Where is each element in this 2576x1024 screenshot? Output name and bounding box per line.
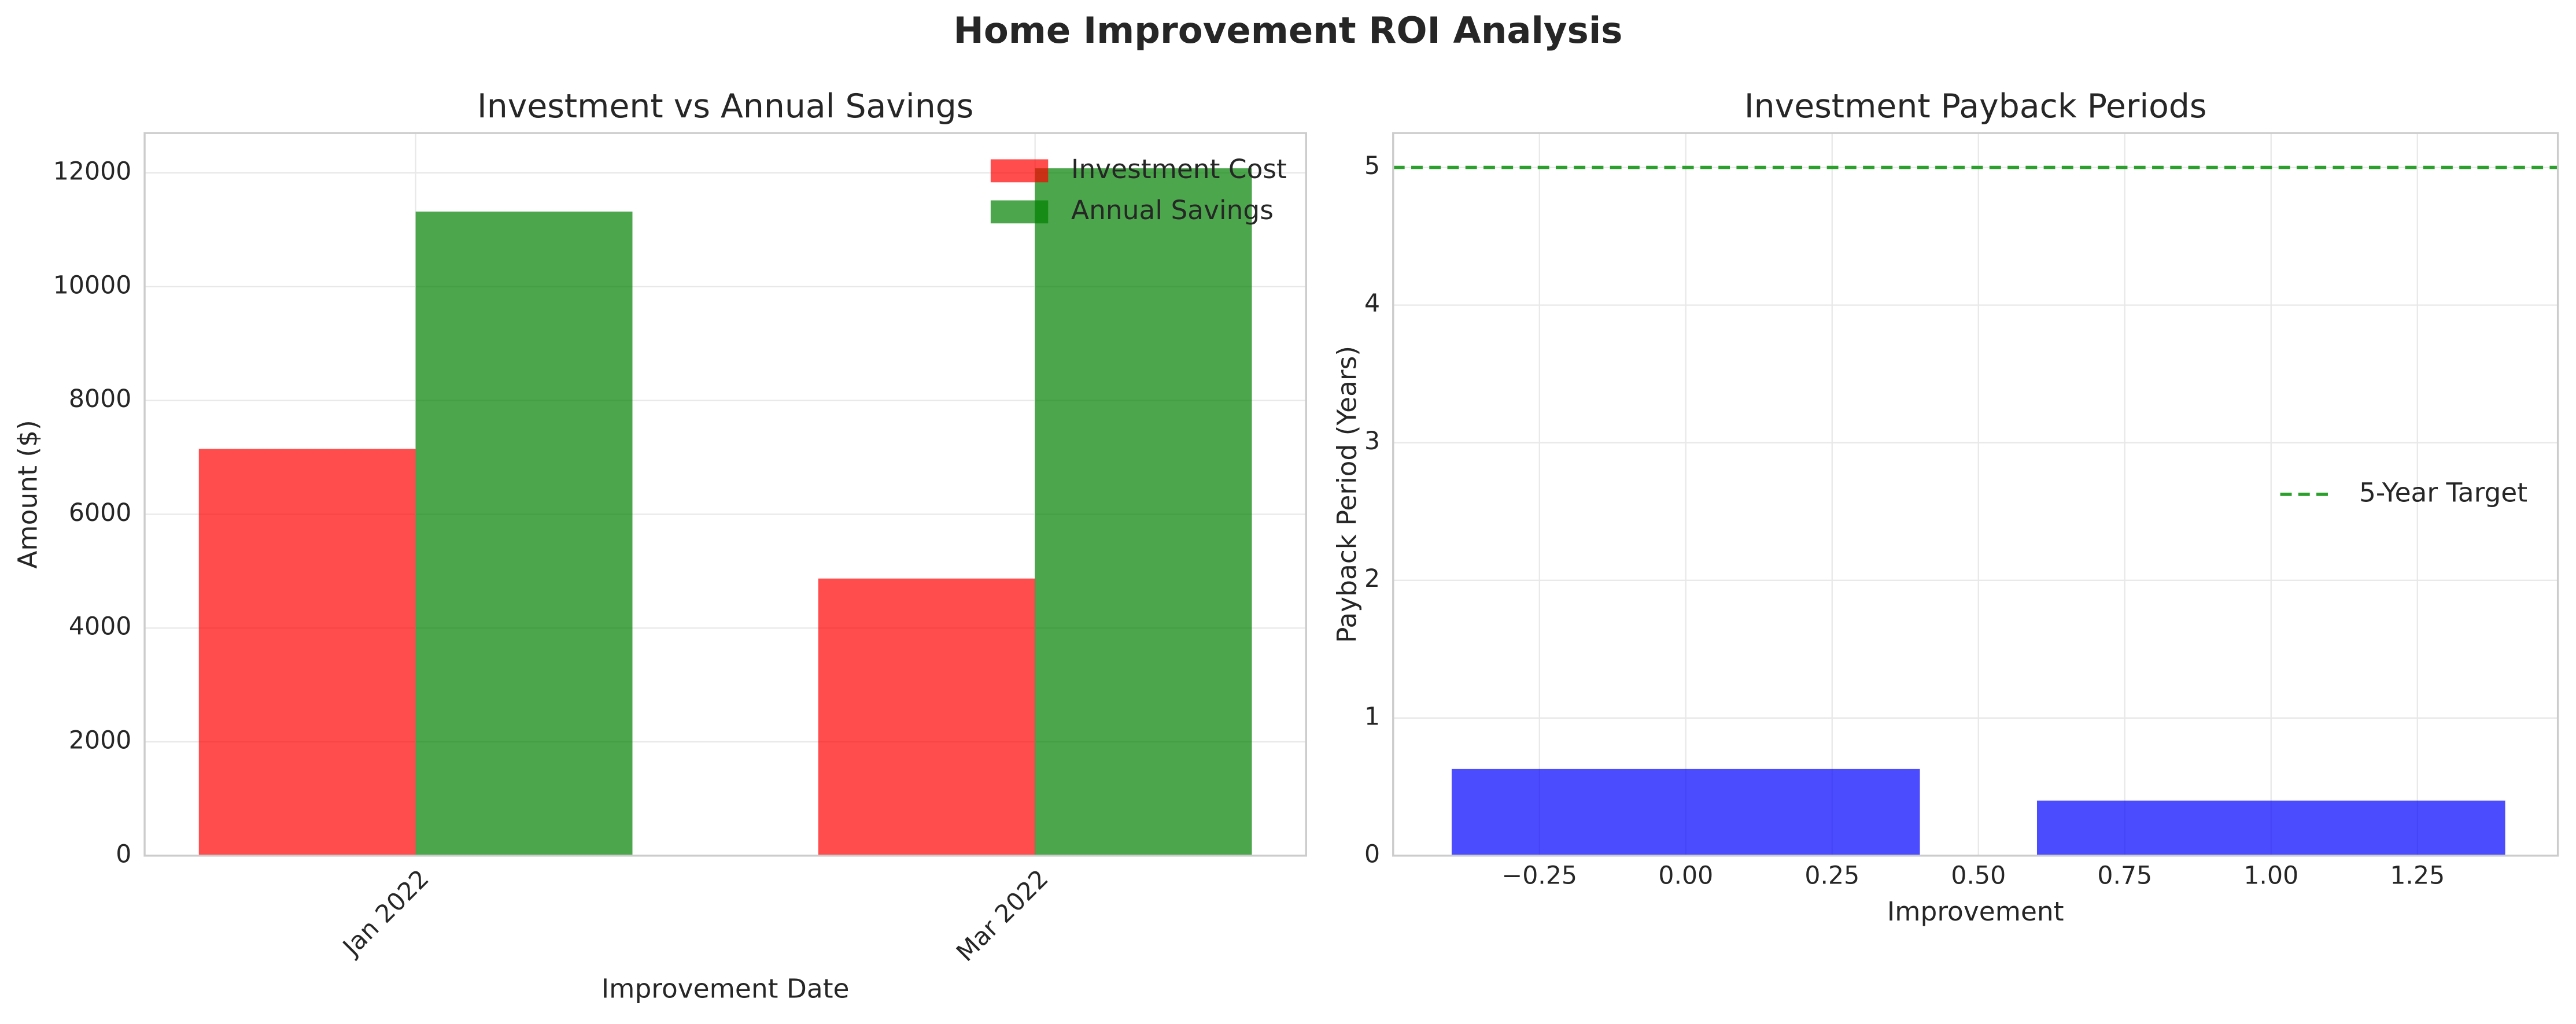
x-tick-label: 0.25 (1804, 861, 1859, 890)
x-axis-label: Improvement Date (601, 973, 850, 1004)
axes-frame (143, 132, 1307, 857)
y-tick-label: 2000 (69, 726, 131, 755)
x-tick-label: 0.75 (2097, 861, 2152, 890)
y-axis-label: Payback Period (Years) (1332, 346, 1363, 643)
y-tick-label: 10000 (53, 271, 132, 300)
bar (198, 449, 416, 856)
x-tick-label: Jan 2022 (336, 864, 434, 962)
bar (818, 578, 1035, 856)
y-tick-label: 8000 (69, 385, 131, 413)
legend: Investment Cost Annual Savings (990, 154, 1287, 225)
y-tick-label: 4 (1364, 289, 1380, 318)
y-tick-label: 0 (116, 840, 131, 868)
legend-swatch (990, 200, 1049, 224)
legend-label: Investment Cost (1071, 154, 1287, 184)
y-tick-label: 2 (1364, 564, 1380, 593)
x-tick-label: 1.25 (2390, 861, 2445, 890)
axes-title: Investment Payback Periods (1744, 87, 2207, 125)
bar (415, 211, 633, 856)
legend-label: Annual Savings (1071, 195, 1274, 225)
figure-title: Home Improvement ROI Analysis (954, 9, 1623, 51)
axes-frame (1392, 132, 2559, 857)
x-tick-label: Mar 2022 (951, 864, 1054, 967)
y-tick-label: 6000 (69, 498, 131, 527)
legend-label: 5-Year Target (2359, 477, 2527, 508)
axes-title: Investment vs Annual Savings (477, 87, 973, 125)
y-tick-label: 3 (1364, 427, 1380, 456)
y-tick-label: 12000 (53, 157, 132, 186)
y-tick-label: 0 (1364, 840, 1380, 868)
x-tick-label: −0.25 (1502, 861, 1578, 890)
y-tick-label: 5 (1364, 151, 1380, 180)
y-axis-label: Amount ($) (13, 420, 43, 568)
bar (2036, 800, 2505, 856)
y-tick-label: 1 (1364, 702, 1380, 731)
x-tick-label: 0.00 (1658, 861, 1713, 890)
bar (1451, 768, 1920, 856)
x-tick-label: 0.50 (1951, 861, 2006, 890)
x-axis-label: Improvement (1887, 896, 2064, 927)
x-tick-label: 1.00 (2243, 861, 2298, 890)
legend: 5-Year Target (2280, 477, 2527, 508)
y-tick-label: 4000 (69, 612, 131, 641)
bar (1035, 168, 1252, 856)
legend-swatch (990, 159, 1049, 183)
